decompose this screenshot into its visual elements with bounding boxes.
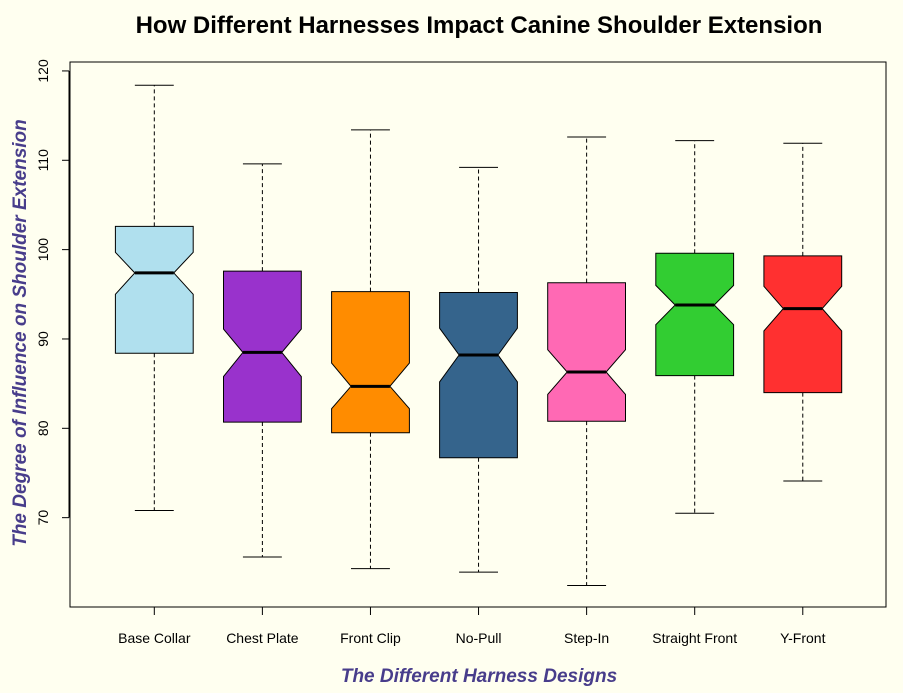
x-tick-label: Y-Front — [780, 630, 826, 646]
box-series — [114, 84, 843, 587]
x-tick-label: No-Pull — [456, 630, 502, 646]
box-front-clip — [331, 129, 410, 570]
y-tick-label: 80 — [35, 420, 51, 436]
x-tick-label: Step-In — [564, 630, 609, 646]
x-tick-label: Straight Front — [652, 630, 737, 646]
y-axis-label: The Degree of Influence on Shoulder Exte… — [10, 119, 31, 547]
box-body — [547, 282, 626, 422]
box-no-pull — [439, 166, 518, 573]
box-body — [223, 270, 302, 423]
chart-title: How Different Harnesses Impact Canine Sh… — [136, 12, 823, 39]
y-axis: 70 80 90 100 110 120 — [35, 59, 70, 526]
x-axis-label: The Different Harness Designs — [341, 666, 617, 687]
y-tick-label: 90 — [35, 331, 51, 347]
x-tick-label: Front Clip — [340, 630, 401, 646]
x-axis: Base Collar Chest Plate Front Clip No-Pull S… — [118, 606, 826, 646]
x-tick-label: Base Collar — [118, 630, 191, 646]
box-straight-front — [655, 140, 735, 514]
box-y-front — [763, 142, 843, 482]
y-tick-label: 70 — [35, 510, 51, 526]
box-chest-plate — [223, 163, 302, 558]
box-base-collar — [114, 84, 194, 512]
x-tick-label: Chest Plate — [226, 630, 299, 646]
y-tick-label: 110 — [35, 149, 51, 172]
box-body — [655, 252, 735, 377]
box-body — [439, 292, 518, 459]
y-tick-label: 100 — [35, 238, 51, 262]
box-step-in — [547, 136, 626, 587]
y-tick-label: 120 — [35, 59, 51, 83]
box-body — [331, 291, 410, 434]
box-body — [114, 225, 194, 354]
box-body — [763, 255, 843, 394]
